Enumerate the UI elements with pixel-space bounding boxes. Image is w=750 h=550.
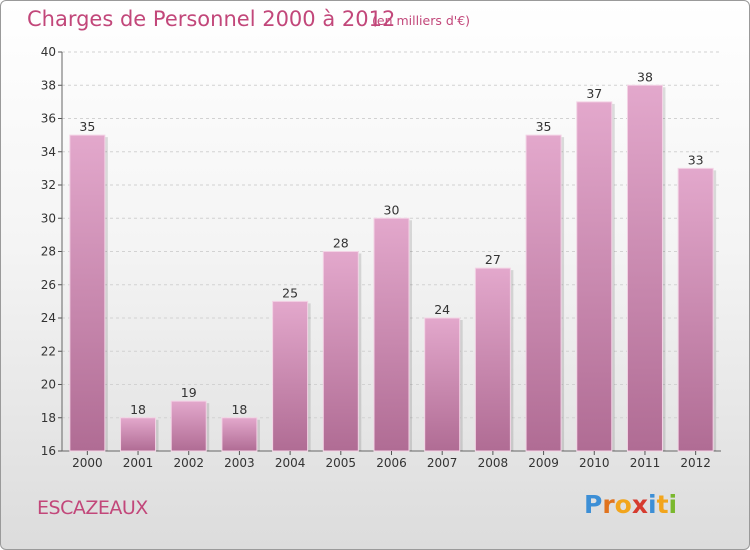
x-tick-label: 2012 [680,456,711,470]
bar [576,101,613,452]
x-tick-label: 2001 [123,456,154,470]
y-tick-label: 20 [41,378,56,392]
x-tick-label: 2008 [478,456,509,470]
y-tick-label: 18 [41,411,56,425]
x-tick-label: 2000 [72,456,103,470]
bar [322,251,359,452]
y-tick-label: 36 [41,112,56,126]
y-tick-label: 34 [41,145,56,159]
x-tick-label: 2005 [326,456,357,470]
x-tick-label: 2011 [630,456,661,470]
bar [677,167,714,452]
y-tick-label: 32 [41,178,56,192]
bar [170,400,207,452]
data-label: 25 [282,285,298,300]
x-tick-label: 2009 [528,456,559,470]
data-label: 35 [536,119,552,134]
y-tick-label: 22 [41,344,56,358]
data-label: 19 [181,385,197,400]
x-tick-label: 2003 [224,456,255,470]
logo-letter: o [614,490,632,519]
y-tick-label: 26 [41,278,56,292]
bar [525,134,562,452]
proxiti-logo: Proxiti [584,490,677,519]
data-label: 18 [130,402,146,417]
y-tick-label: 30 [41,211,56,225]
data-label: 28 [333,236,349,251]
logo-letter: t [656,490,669,519]
logo-letter: x [631,490,648,519]
y-tick-label: 28 [41,245,56,259]
logo-letter: i [648,490,657,519]
bar [120,417,157,452]
data-label: 35 [79,119,95,134]
y-tick-label: 40 [41,45,56,59]
y-tick-label: 38 [41,78,56,92]
data-label: 30 [384,202,400,217]
x-tick-label: 2004 [275,456,306,470]
chart-title: Charges de Personnel 2000 à 2012 [27,7,396,31]
commune-name: ESCAZEAUX [37,497,148,519]
x-tick-label: 2002 [173,456,204,470]
data-label: 24 [434,302,450,317]
logo-letter: i [668,490,678,519]
data-label: 27 [485,252,501,267]
data-label: 18 [231,402,247,417]
bar [424,317,461,452]
y-tick-label: 24 [41,311,56,325]
x-tick-label: 2006 [376,456,407,470]
logo-letter: r [602,490,615,519]
bar [373,217,410,452]
bar [474,267,511,452]
y-tick-label: 16 [41,444,56,458]
data-label: 38 [637,69,653,84]
logo-letter: P [584,490,603,519]
data-label: 37 [586,86,602,101]
bar [221,417,258,452]
x-tick-label: 2007 [427,456,458,470]
x-tick-label: 2010 [579,456,610,470]
chart-subtitle: (en milliers d'€) [372,13,471,28]
bar [626,84,663,452]
bar [272,300,309,452]
bar [69,134,106,452]
data-label: 33 [688,152,704,167]
